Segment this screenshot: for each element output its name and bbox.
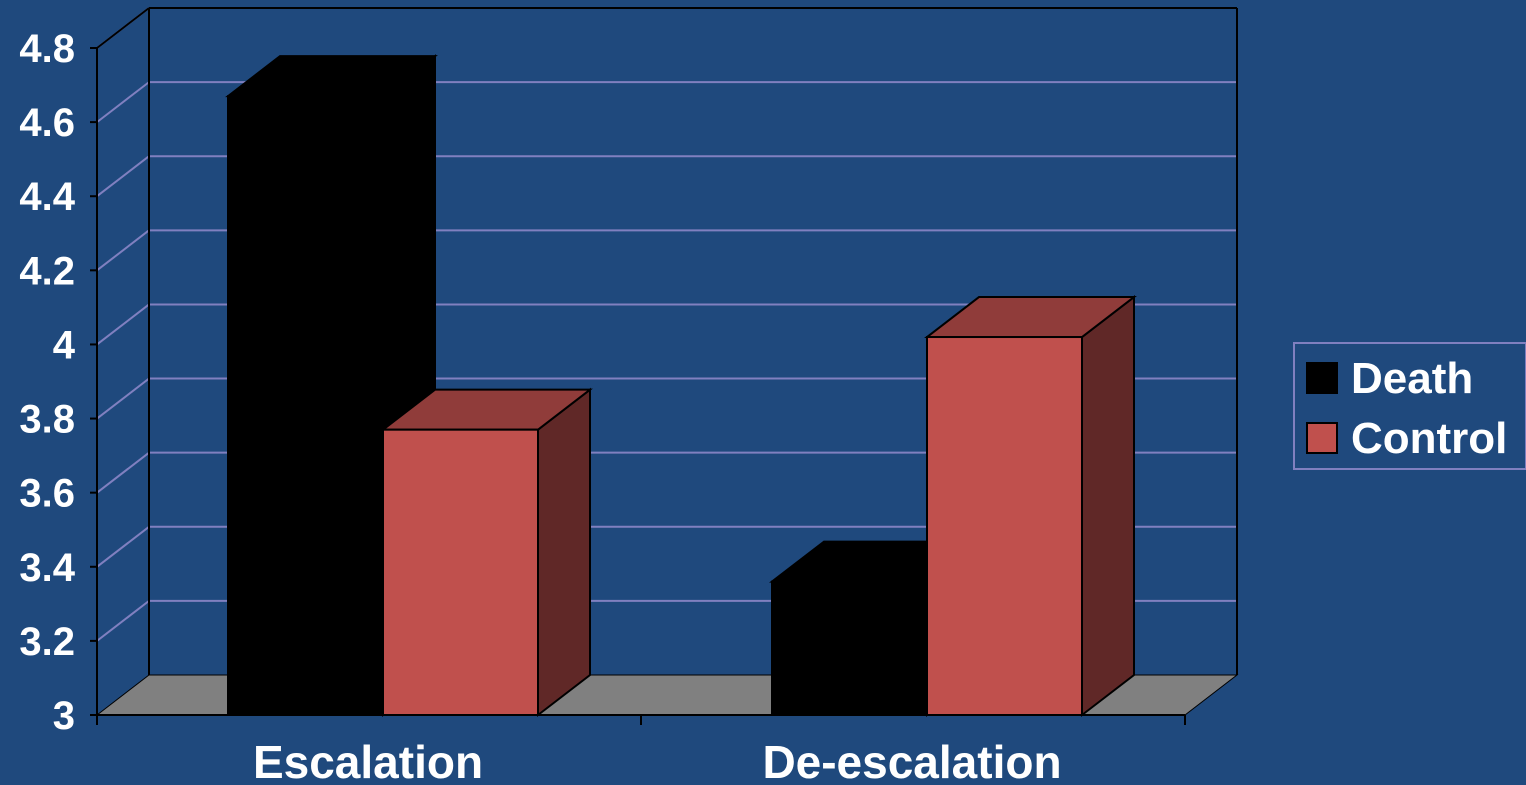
legend-swatch-control [1306, 422, 1338, 454]
gridline-side [96, 303, 150, 346]
bar-control-de-escalation [926, 336, 1083, 716]
gridline-side [96, 525, 150, 568]
y-tick-label: 3.4 [19, 546, 75, 590]
gridline-side [96, 451, 150, 494]
wall-top-edge [96, 7, 150, 49]
y-tick-label: 4 [53, 323, 76, 367]
x-category-labels: Escalation De-escalation [253, 736, 1062, 785]
gridline-side [96, 155, 150, 198]
legend-label-control: Control [1351, 414, 1507, 463]
y-tick-label: 3.8 [19, 398, 75, 442]
x-category-label: Escalation [253, 736, 483, 785]
x-category-label: De-escalation [762, 736, 1061, 785]
y-tick-label: 4.4 [19, 175, 75, 219]
y-tick-label: 4.6 [19, 101, 75, 145]
bar-control-de-escalation-side [1081, 295, 1135, 718]
y-tick-label: 3 [53, 694, 75, 738]
y-tick-label: 4.2 [19, 249, 75, 293]
legend-box [1293, 342, 1526, 470]
gridline-side [96, 377, 150, 420]
legend-swatch-death [1306, 362, 1338, 394]
bar-control-escalation [382, 428, 539, 716]
y-tick-label: 4.8 [19, 27, 75, 71]
y-tick-label: 3.2 [19, 620, 75, 664]
y-tick-labels: 3 3.2 3.4 3.6 3.8 4 4.2 4.4 4.6 4.8 [19, 27, 75, 738]
gridline-side [96, 600, 150, 642]
gridline-side [96, 229, 150, 272]
bars [225, 54, 1137, 718]
y-tick-label: 3.6 [19, 472, 75, 516]
bar-death-de-escalation [771, 580, 928, 716]
legend-label-death: Death [1351, 354, 1473, 403]
bar-death-escalation [227, 95, 384, 716]
legend: Death Control [1293, 342, 1526, 470]
bar-control-escalation-side [537, 387, 591, 718]
gridline-side [96, 81, 150, 123]
